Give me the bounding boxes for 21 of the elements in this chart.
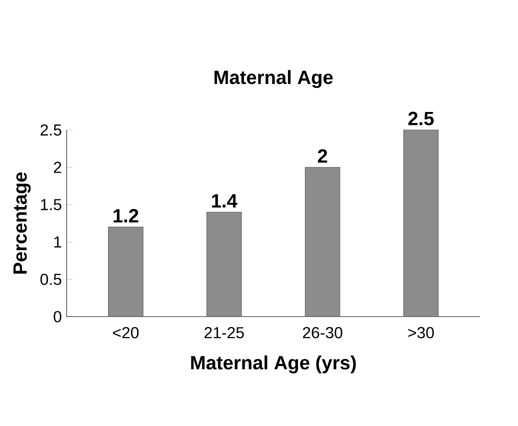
data-label: 1.2 bbox=[114, 209, 138, 222]
y-axis-title: Percentage bbox=[13, 172, 31, 274]
bar bbox=[206, 212, 242, 317]
y-tick-label: 2.5 bbox=[40, 124, 62, 136]
bar bbox=[108, 226, 144, 317]
y-tick-label: 2 bbox=[54, 162, 62, 173]
chart-title: Maternal Age bbox=[214, 70, 333, 88]
bar bbox=[403, 130, 439, 317]
data-label: 2 bbox=[318, 149, 328, 163]
data-label: 1.4 bbox=[212, 194, 238, 208]
x-axis-title: Maternal Age (yrs) bbox=[191, 355, 356, 374]
bar bbox=[304, 167, 340, 317]
data-label: 2.5 bbox=[408, 112, 434, 126]
y-tick-label: 1 bbox=[54, 236, 62, 248]
x-tick-label: 26-30 bbox=[302, 327, 342, 338]
x-tick-label: >30 bbox=[408, 327, 434, 338]
x-tick-label: 21-25 bbox=[204, 327, 244, 338]
y-tick-label: 0.5 bbox=[40, 274, 62, 285]
x-tick-label: <20 bbox=[112, 327, 139, 338]
y-tick-label: 0 bbox=[54, 311, 62, 322]
y-tick-label: 1.5 bbox=[41, 199, 62, 210]
